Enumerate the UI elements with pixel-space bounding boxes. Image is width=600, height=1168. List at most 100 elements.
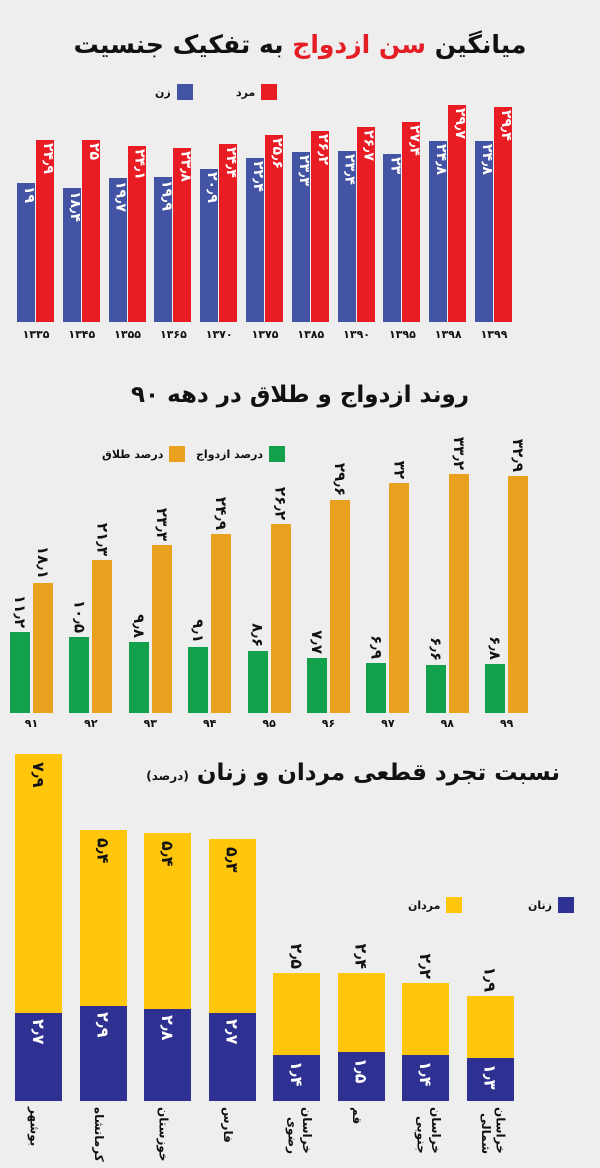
bar-divorce — [448, 473, 469, 713]
bar-women — [208, 1012, 256, 1101]
value-label-women: ۲٫۷ — [29, 1018, 48, 1045]
bar-divorce — [211, 533, 232, 713]
value-label-marriage: ۶٫۸ — [486, 636, 505, 661]
value-label-women: ۱٫۴ — [287, 1061, 306, 1087]
value-label-women: ۱٫۳ — [480, 1064, 500, 1090]
value-label-marriage: ۱۰٫۵ — [70, 600, 89, 634]
value-label-men: ۲۵ — [85, 142, 102, 160]
value-label-men: ۲٫۴ — [351, 943, 371, 970]
bar-women — [144, 1009, 191, 1101]
bar-divorce — [270, 524, 291, 713]
bar-men — [265, 135, 283, 322]
chart2-title: روند ازدواج و طلاق در دهه ۹۰ — [131, 382, 469, 408]
value-label-women: ۲۳٫۴ — [341, 154, 358, 186]
value-label-men: ۲۹٫۴ — [498, 110, 514, 142]
chart1-title: میانگین سن ازدواج به تفکیک جنسیت — [0, 30, 600, 59]
value-label-women: ۲۳ — [387, 157, 404, 175]
value-label-men: ۵٫۴ — [158, 840, 177, 867]
x-tick-label: ۱۳۹۸ — [434, 328, 462, 341]
value-label-marriage: ۹٫۱ — [189, 619, 208, 644]
x-tick-label: ۹۷ — [381, 717, 395, 730]
value-label-men: ۷٫۹ — [29, 762, 48, 788]
bar-divorce — [92, 559, 113, 713]
bar-divorce — [389, 482, 410, 713]
value-label-marriage: ۸٫۶ — [248, 623, 267, 648]
value-label-women: ۲٫۷ — [222, 1018, 242, 1045]
x-tick-label: ۱۳۷۰ — [205, 328, 233, 341]
chart3-title-unit: (درصد) — [146, 769, 189, 783]
chart2-legend-marriage: درصد ازدواج — [196, 446, 286, 462]
value-label-men: ۲۹٫۷ — [452, 108, 469, 140]
category-label: کرمانشاه — [91, 1107, 106, 1162]
bar-divorce — [330, 499, 350, 713]
bar-women — [62, 187, 81, 322]
bar-women — [154, 176, 173, 322]
bar-women — [15, 1012, 62, 1101]
bar-women — [291, 151, 310, 322]
x-tick-label: ۱۳۶۵ — [159, 328, 187, 341]
bar-women — [383, 154, 402, 322]
bar-men — [81, 139, 100, 322]
value-label-women: ۲۴٫۸ — [479, 143, 495, 175]
bar-men — [310, 130, 329, 322]
bar-men — [144, 832, 191, 1010]
x-tick-label: ۱۳۵۵ — [114, 328, 142, 341]
x-tick-label: ۱۳۷۵ — [251, 328, 279, 341]
legend-label-men: مرد — [236, 85, 256, 99]
bar-women — [273, 1055, 320, 1101]
value-label-marriage: ۹٫۸ — [129, 614, 148, 639]
value-label-women: ۱۹٫۹ — [158, 179, 175, 211]
x-tick-label: ۱۳۴۵ — [68, 328, 96, 341]
bar-women — [337, 151, 356, 322]
x-tick-label: ۱۳۹۰ — [343, 328, 371, 341]
x-tick-label: ۹۳ — [143, 717, 158, 730]
value-label-women: ۱٫۴ — [416, 1061, 435, 1087]
category-label: خوزستان — [156, 1107, 171, 1162]
value-label-men: ۲۳٫۸ — [177, 151, 194, 183]
bar-men — [494, 107, 512, 322]
bar-men — [402, 121, 421, 322]
value-label-women: ۱۸٫۴ — [66, 190, 83, 222]
value-label-women: ۱۹ — [21, 186, 37, 204]
value-label-men: ۲٫۵ — [287, 943, 306, 970]
bar-men — [36, 140, 54, 322]
legend-label-women: زنان — [528, 898, 552, 912]
chart1-title-post: به تفکیک جنسیت — [73, 30, 284, 59]
value-label-men: ۲۶٫۷ — [360, 130, 377, 161]
legend-swatch-men — [261, 84, 278, 100]
chart3-title: نسبت تجرد قطعی مردان و زنان (درصد) — [146, 760, 560, 786]
x-tick-label: ۹۵ — [262, 717, 276, 730]
category-label: خراسان رضوی — [285, 1107, 314, 1154]
bar-women — [246, 158, 264, 322]
bar-men — [466, 996, 514, 1059]
value-label-women: ۲۲٫۴ — [250, 161, 266, 193]
value-label-divorce: ۳۳٫۲ — [449, 436, 468, 470]
bar-men — [173, 148, 192, 322]
bar-men — [208, 839, 256, 1013]
legend-swatch-marriage — [269, 446, 286, 462]
legend-label-men: مردان — [408, 898, 441, 912]
value-label-men: ۲٫۲ — [416, 953, 435, 980]
legend-swatch-men — [446, 897, 463, 913]
value-label-divorce: ۱۸٫۱ — [34, 545, 52, 579]
legend-swatch-women — [176, 84, 193, 100]
value-label-men: ۲۷٫۴ — [406, 124, 423, 156]
x-tick-label: ۹۸ — [440, 717, 455, 730]
x-tick-label: ۹۶ — [321, 717, 336, 730]
bar-women — [200, 169, 219, 322]
x-tick-label: ۹۲ — [84, 717, 98, 730]
value-label-divorce: ۲۶٫۲ — [271, 487, 290, 521]
bar-divorce — [508, 476, 529, 713]
value-label-men: ۲۶٫۲ — [314, 133, 331, 165]
x-tick-label: ۱۳۳۵ — [22, 328, 50, 341]
bar-marriage — [69, 637, 90, 713]
bar-men — [448, 105, 467, 322]
value-label-marriage: ۱۱٫۲ — [11, 595, 29, 629]
legend-swatch-divorce — [169, 446, 186, 462]
bar-women — [337, 1051, 385, 1101]
bar-marriage — [247, 651, 268, 713]
value-label-divorce: ۲۹٫۶ — [331, 462, 349, 496]
x-tick-label: ۱۳۹۹ — [480, 328, 508, 341]
value-label-men: ۵٫۴ — [93, 837, 113, 864]
chart1-legend-men: مرد — [236, 84, 278, 100]
